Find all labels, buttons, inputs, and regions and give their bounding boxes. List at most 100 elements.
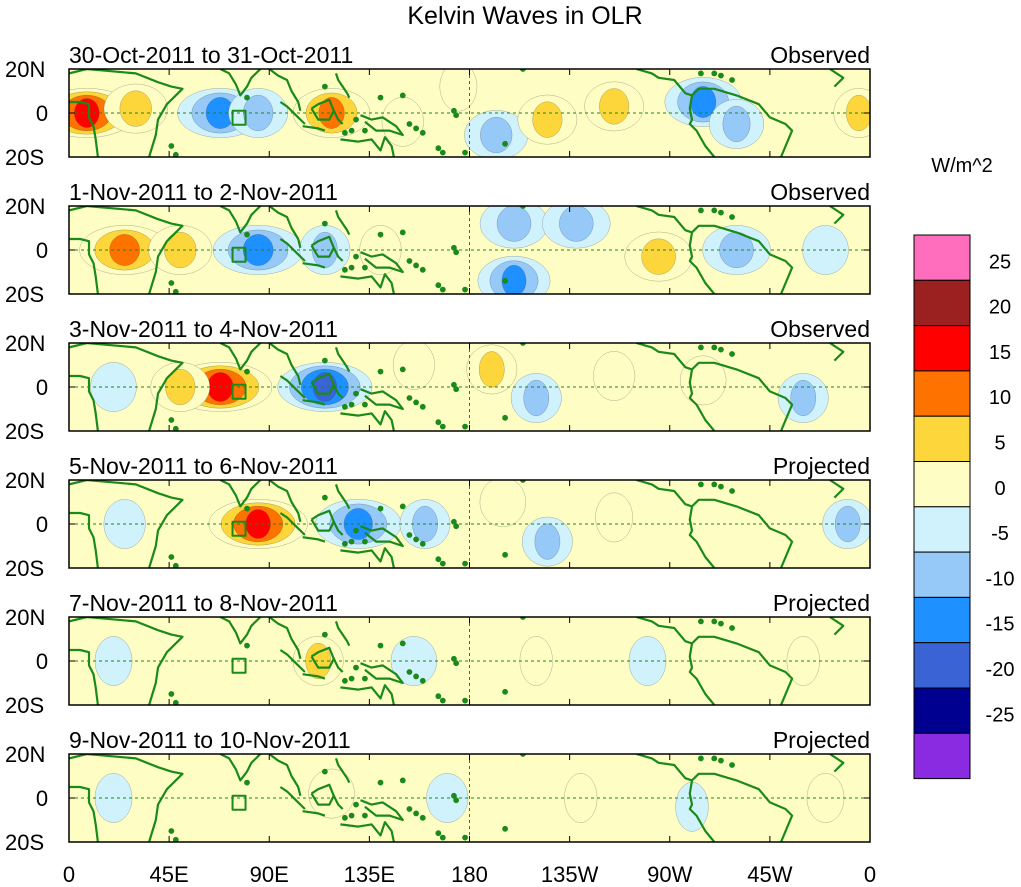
lat-tick-label: 20N: [5, 605, 45, 630]
island: [353, 116, 359, 123]
coastline: [688, 232, 716, 294]
island: [399, 503, 406, 510]
coastline: [69, 511, 99, 568]
lat-tick-label: 20N: [5, 331, 45, 356]
coastlines: [69, 754, 845, 842]
coastline: [340, 410, 395, 431]
panel-period: 5-Nov-2011 to 6-Nov-2011: [69, 453, 338, 479]
coastlines: [69, 343, 845, 431]
lon-tick-label: 90E: [250, 862, 289, 887]
lon-tick-label: 0: [63, 862, 75, 887]
island: [435, 693, 442, 700]
coastline: [332, 658, 344, 673]
island: [435, 556, 442, 563]
island: [711, 481, 718, 488]
coastline: [69, 69, 184, 157]
colorbar-units: W/m^2: [931, 155, 993, 177]
olr-contour: [480, 116, 513, 154]
island: [419, 677, 426, 684]
island: [453, 660, 460, 667]
island: [453, 523, 460, 530]
coastline: [829, 69, 845, 88]
coastline: [219, 206, 262, 234]
coastline: [279, 238, 306, 262]
lon-tick-label: 45W: [747, 862, 792, 887]
island: [362, 812, 368, 819]
lat-tick-label: 20S: [5, 830, 44, 855]
colorbar-label: 5: [994, 433, 1005, 455]
olr-field: [69, 69, 870, 157]
olr-contour: [479, 480, 527, 527]
island: [348, 401, 355, 408]
coastline: [268, 69, 302, 112]
colorbar-label: 25: [989, 251, 1011, 273]
olr-contour: [523, 379, 550, 417]
colorbar-swatch: [913, 642, 971, 689]
coastline: [334, 621, 351, 647]
island: [353, 664, 359, 671]
lat-tick-label: 20N: [5, 468, 45, 493]
lat-tick-label: 20N: [5, 742, 45, 767]
colorbar-label: -20: [986, 659, 1015, 681]
olr-contour: [593, 351, 636, 401]
coastline: [268, 343, 302, 386]
coastline: [332, 110, 344, 125]
lat-tick-label: 0: [36, 101, 48, 126]
lat-tick-label: 20S: [5, 282, 44, 307]
island: [453, 112, 460, 119]
island: [244, 368, 250, 375]
island: [353, 390, 359, 397]
island: [462, 286, 468, 293]
island: [348, 675, 355, 682]
region-box: [231, 383, 247, 400]
island: [168, 280, 175, 286]
colorbar-label: 20: [989, 297, 1011, 319]
lat-tick-label: 0: [36, 649, 48, 674]
island: [172, 562, 179, 568]
coastline: [360, 251, 404, 274]
colorbar-swatch: [913, 370, 971, 417]
coastline: [279, 101, 306, 125]
island: [462, 423, 468, 430]
coastline: [279, 786, 306, 810]
olr-contour: [478, 351, 505, 388]
lat-tick-label: 20N: [5, 194, 45, 219]
coastline: [219, 480, 262, 508]
colorbar: W/m^2 25 20 15 10 5 0 -5 -10 -15 -20 -25: [913, 155, 1015, 780]
island: [435, 282, 442, 289]
island: [729, 762, 735, 768]
olr-contour: [496, 206, 532, 242]
coastline: [219, 617, 262, 645]
island: [377, 779, 384, 786]
coastline: [829, 206, 845, 225]
coastline: [69, 343, 184, 431]
island: [502, 688, 509, 695]
coastline: [279, 649, 306, 673]
island: [172, 288, 179, 294]
island: [729, 351, 735, 357]
island: [718, 346, 724, 353]
island: [362, 401, 368, 408]
island: [413, 673, 420, 680]
island: [419, 129, 426, 136]
lat-tick-label: 20S: [5, 693, 44, 718]
island: [377, 642, 384, 649]
panel-5: 20N 0 20S 7-Nov-2011 to 8-Nov-2011 Projected: [5, 590, 871, 718]
island: [413, 262, 420, 269]
island: [462, 834, 468, 841]
island: [244, 642, 250, 649]
island: [348, 264, 355, 271]
coastline: [69, 206, 184, 294]
island: [729, 488, 735, 494]
panel-status: Observed: [770, 179, 870, 205]
colorbar-swatch: [913, 732, 971, 780]
colorbar-label: 15: [989, 342, 1011, 364]
island: [342, 129, 348, 136]
panel-status: Observed: [770, 42, 870, 68]
island: [462, 149, 468, 156]
coastline: [302, 536, 326, 543]
coastline: [69, 617, 184, 705]
island: [451, 518, 457, 525]
coastline: [829, 343, 845, 362]
coastline: [302, 810, 326, 817]
